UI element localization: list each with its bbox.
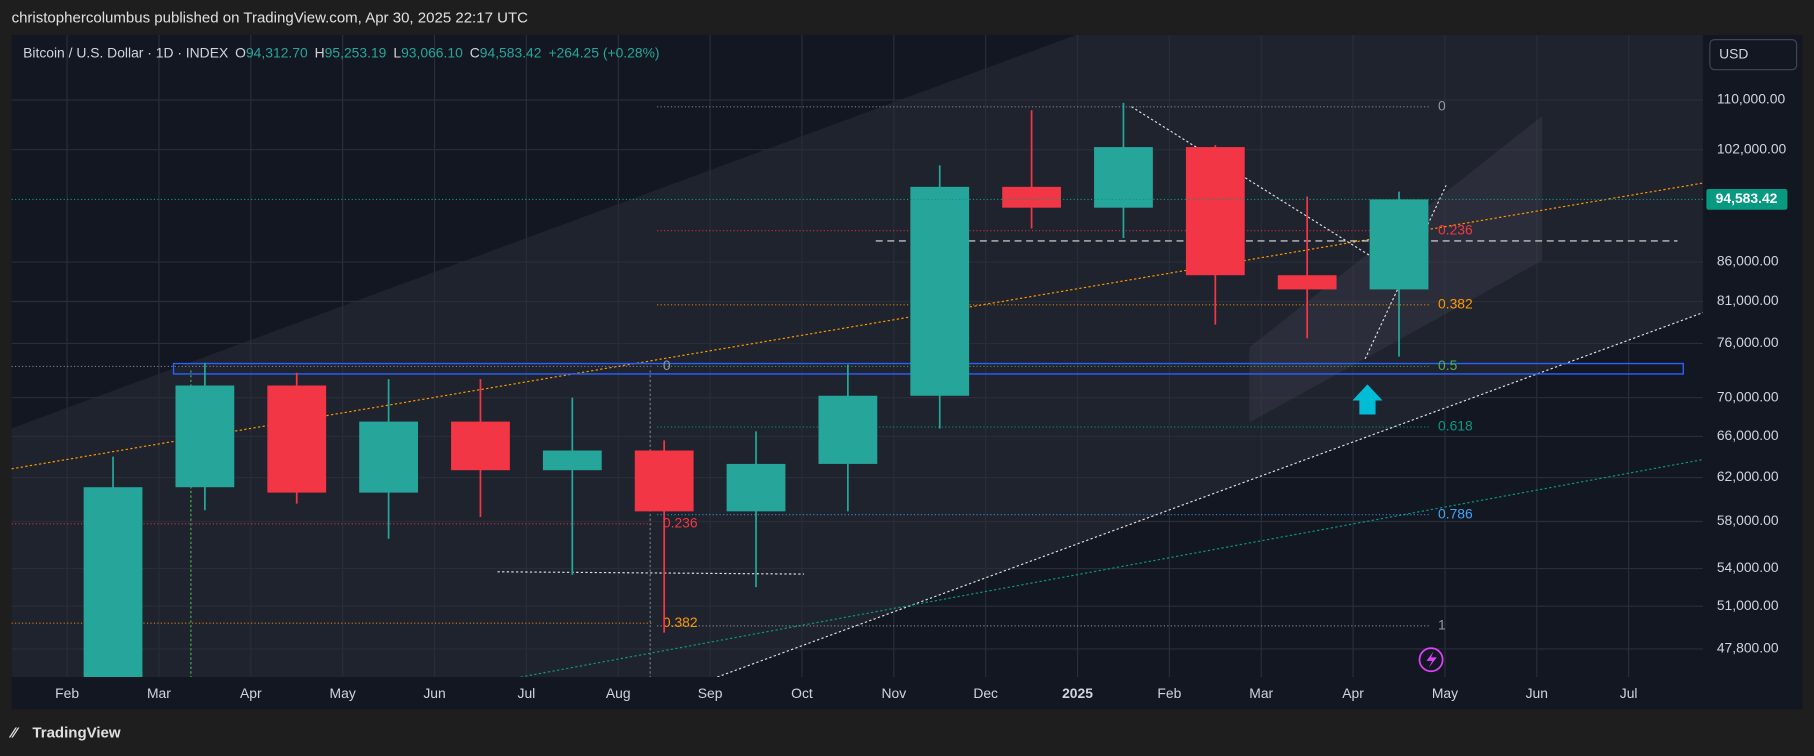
x-tick-label: Mar [147, 685, 171, 701]
fib-label: 0.5 [1438, 357, 1458, 373]
x-tick-label: Oct [791, 685, 813, 701]
wedge-line [1131, 106, 1406, 279]
y-tick-label: 70,000.00 [1717, 388, 1779, 404]
ohlc-key: H [315, 44, 325, 60]
x-tick-label: Jun [423, 685, 445, 701]
brand-logo: ⁄⁄ [9, 725, 21, 742]
ohlc-key: L [393, 44, 401, 60]
ohlc-value: 94,583.42 [480, 44, 542, 60]
legend: Bitcoin / U.S. Dollar · 1D · INDEX O94,31… [23, 44, 659, 60]
fib-label: 0.236 [1438, 221, 1473, 237]
last-price-tag [1706, 188, 1788, 210]
ohlc-value: 94,312.70 [246, 44, 308, 60]
fib-levels: 0 0.236 0.382 0.5 0.618 0.786 1 0 0.236 0.382 [11, 98, 1473, 633]
candle-body [542, 450, 602, 471]
y-tick-label: 54,000.00 [1717, 559, 1779, 575]
fib-label: 0.618 [1438, 418, 1473, 434]
channel [11, 34, 1703, 678]
y-tick-label: 58,000.00 [1717, 512, 1779, 528]
x-tick-label: May [330, 685, 356, 701]
candle-body [818, 395, 878, 464]
time-scale [11, 677, 1703, 710]
y-tick-label: 110,000.00 [1717, 91, 1786, 107]
x-tick-label: May [1432, 685, 1458, 701]
candle-body [910, 186, 970, 396]
fib-label: 0.236 [663, 514, 698, 530]
y-tick-label: 76,000.00 [1717, 334, 1779, 350]
candles [83, 102, 1429, 678]
candle-body [1369, 199, 1429, 290]
currency-label[interactable]: USD [1719, 45, 1748, 61]
x-tick-label: Feb [55, 685, 79, 701]
candle-body [1094, 147, 1153, 208]
candle-body [1277, 275, 1337, 290]
fib-label: 0.786 [1438, 505, 1473, 521]
x-tick-label: Apr [1342, 685, 1364, 701]
x-tick-label: Jul [1620, 685, 1638, 701]
x-tick-label: Feb [1157, 685, 1181, 701]
axes: 47,800.00 51,000.00 54,000.00 58,000.00 62,0… [11, 91, 1788, 701]
candle-body [451, 421, 510, 471]
symbol: Bitcoin / U.S. Dollar · 1D · INDEX [23, 44, 228, 60]
candle-body [726, 463, 786, 512]
ohlc-key: O [235, 44, 246, 60]
publish-info: christophercolumbus published on Trading… [12, 10, 529, 27]
change: +264.25 (+0.28%) [548, 44, 659, 60]
wedge-line [1364, 185, 1447, 360]
candle-body [83, 487, 143, 678]
up-arrow [1352, 384, 1383, 415]
x-tick-label: Mar [1249, 685, 1273, 701]
candle-body [267, 385, 327, 493]
candle-body [1185, 147, 1245, 276]
ohlc-value: 93,066.10 [401, 44, 463, 60]
x-tick-label: 2025 [1062, 685, 1093, 701]
x-tick-label: Jun [1526, 685, 1548, 701]
ohlc-key: C [470, 44, 480, 60]
x-tick-label: Nov [881, 685, 906, 701]
fib-label: 0.382 [663, 614, 698, 630]
alert-icon [1426, 651, 1437, 668]
trend-line [11, 182, 1703, 470]
y-tick-label: 47,800.00 [1717, 640, 1779, 656]
price-scale [1702, 34, 1803, 710]
candle-body [634, 450, 694, 512]
x-tick-label: Dec [973, 685, 998, 701]
candle-body [1002, 186, 1061, 208]
x-tick-label: Jul [518, 685, 536, 701]
y-tick-label: 81,000.00 [1717, 292, 1779, 308]
fib-label: 0.382 [1438, 295, 1473, 311]
candle-body [359, 421, 418, 493]
x-tick-label: Aug [606, 685, 631, 701]
brand: TradingView [32, 725, 120, 742]
y-tick-label: 102,000.00 [1717, 140, 1787, 156]
y-tick-label: 66,000.00 [1717, 427, 1779, 443]
currency-button[interactable] [1709, 39, 1798, 71]
y-tick-label: 86,000.00 [1717, 253, 1779, 269]
range-line [497, 571, 805, 575]
trend-line [520, 458, 1703, 678]
x-tick-label: Apr [240, 685, 262, 701]
x-tick-label: Sep [698, 685, 723, 701]
y-tick-label: 62,000.00 [1717, 468, 1779, 484]
y-tick-label: 51,000.00 [1717, 597, 1779, 613]
alert-icon [1418, 647, 1444, 673]
fib-label: 0 [1438, 98, 1446, 114]
ohlc-value: 95,253.19 [325, 44, 387, 60]
fib-label: 1 [1438, 617, 1446, 633]
candle-body [175, 385, 235, 488]
last-price-label: 94,583.42 [1716, 190, 1778, 206]
fib-label: 0 [663, 357, 671, 373]
